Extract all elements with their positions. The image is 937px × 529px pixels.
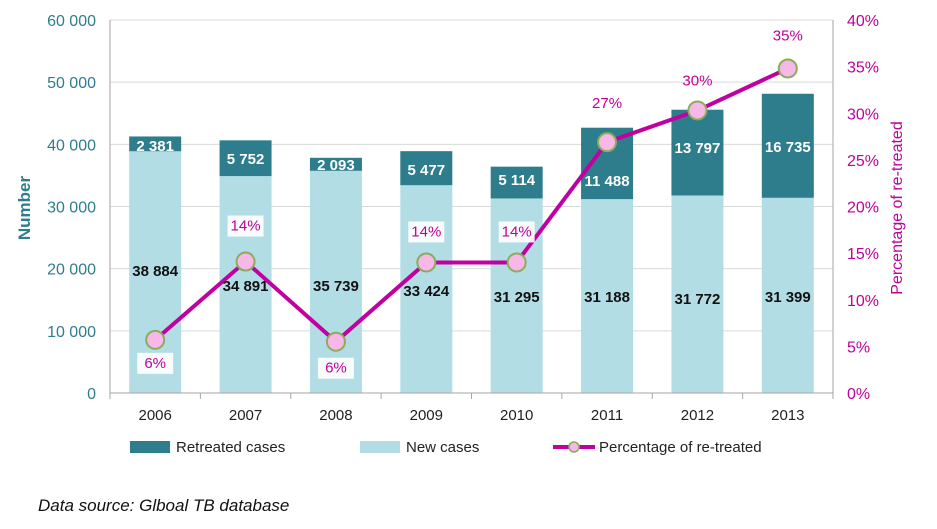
data-label-new-cases: 33 424: [403, 283, 450, 300]
y-tick-label: 30 000: [47, 200, 96, 217]
data-labels: 2 381 5 752 2 093 5 477 5 114 11 488 13 797 16 …: [132, 27, 811, 379]
legend-swatch: [360, 441, 400, 453]
data-label-retreated: 5 752: [227, 151, 265, 168]
bar-retreated-cases: [671, 109, 724, 196]
bar-new-cases: [129, 151, 182, 393]
legend-label: New cases: [406, 439, 479, 456]
data-label-background: [408, 221, 445, 243]
legend-swatch: [130, 441, 170, 453]
bar-retreated-cases: [490, 166, 543, 199]
data-label-new-cases: 31 188: [584, 289, 630, 306]
x-tick-label: 2013: [771, 407, 804, 424]
data-label-percentage: 6%: [144, 355, 166, 372]
bar-new-cases: [400, 185, 453, 393]
x-tick-label: 2009: [410, 407, 443, 424]
data-label-retreated: 13 797: [674, 140, 720, 157]
y2-tick-label: 25%: [847, 153, 879, 170]
y-tick-label: 0: [87, 386, 96, 403]
percentage-marker: [145, 329, 166, 350]
y2-tick-label: 5%: [847, 339, 870, 356]
y2-axis-title: Percentage of re-treated: [889, 121, 906, 294]
bar-retreated-cases: [400, 151, 453, 186]
bar-new-cases: [309, 170, 362, 393]
y2-tick-label: 15%: [847, 246, 879, 263]
y2-tick-label: 0%: [847, 386, 870, 403]
x-tick-label: 2008: [319, 407, 352, 424]
legend: Retreated cases New cases Percentage of re…: [130, 439, 762, 456]
data-label-retreated: 2 093: [317, 157, 355, 174]
bar-retreated-cases: [761, 93, 814, 198]
data-label-percentage: 14%: [411, 223, 441, 240]
data-label-percentage: 30%: [682, 72, 712, 89]
legend-label: Retreated cases: [176, 439, 285, 456]
bars: [129, 93, 814, 393]
y-tick-label: 10 000: [47, 324, 96, 341]
y2-tick-label: 40%: [847, 13, 879, 30]
data-label-percentage: 35%: [773, 27, 803, 44]
y-tick-label: 40 000: [47, 137, 96, 154]
data-label-retreated: 2 381: [136, 138, 174, 155]
bar-new-cases: [671, 195, 724, 393]
percentage-marker: [687, 100, 708, 121]
data-label-percentage: 14%: [231, 218, 261, 235]
y2-tick-label: 10%: [847, 293, 879, 310]
y2-tick-label: 35%: [847, 60, 879, 77]
data-label-background: [137, 352, 174, 374]
bar-retreated-cases: [219, 140, 272, 177]
bar-new-cases: [219, 176, 272, 393]
bar-new-cases: [761, 197, 814, 393]
data-label-new-cases: 31 295: [494, 289, 540, 306]
x-tick-label: 2012: [681, 407, 714, 424]
data-label-retreated: 5 114: [498, 172, 535, 189]
x-tick-label: 2007: [229, 407, 262, 424]
y2-tick-label: 20%: [847, 200, 879, 217]
data-label-background: [498, 221, 535, 243]
percentage-marker: [506, 252, 527, 273]
bar-new-cases: [581, 199, 634, 393]
percentage-marker: [597, 132, 618, 153]
legend-swatch-marker: [568, 441, 580, 453]
y-tick-label: 50 000: [47, 75, 96, 92]
data-label-percentage: 6%: [325, 360, 347, 377]
data-label-percentage: 27%: [592, 95, 622, 112]
y-tick-label: 60 000: [47, 13, 96, 30]
percentage-marker: [235, 251, 256, 272]
y-axis-title: Number: [15, 176, 34, 241]
percentage-marker: [777, 58, 798, 79]
percentage-line: [145, 58, 798, 352]
bar-retreated-cases: [309, 157, 362, 171]
data-label-new-cases: 35 739: [313, 278, 359, 295]
data-label-background: [317, 357, 354, 379]
percentage-marker: [325, 331, 346, 352]
data-label-retreated: 11 488: [585, 173, 630, 190]
percentage-marker: [416, 252, 437, 273]
axes: 0 10 000 20 000 30 000 40 000 50 000 60 000 0% 5…: [47, 13, 879, 424]
data-source-note: Data source: Glboal TB database: [38, 496, 290, 515]
data-label-retreated: 5 477: [408, 162, 446, 179]
data-label-new-cases: 34 891: [223, 278, 269, 295]
data-label-percentage: 14%: [502, 223, 532, 240]
y2-tick-label: 30%: [847, 106, 879, 123]
legend-label: Percentage of re-treated: [599, 439, 762, 456]
data-label-new-cases: 31 772: [674, 291, 720, 308]
x-tick-label: 2011: [591, 407, 623, 424]
data-label-background: [227, 215, 264, 237]
bar-retreated-cases: [129, 136, 182, 152]
x-tick-label: 2006: [139, 407, 172, 424]
data-label-new-cases: 31 399: [765, 289, 811, 306]
percentage-series-line: [153, 66, 789, 344]
y-tick-label: 20 000: [47, 262, 96, 279]
data-label-retreated: 16 735: [765, 139, 811, 156]
x-tick-label: 2010: [500, 407, 533, 424]
data-label-new-cases: 38 884: [132, 263, 179, 280]
